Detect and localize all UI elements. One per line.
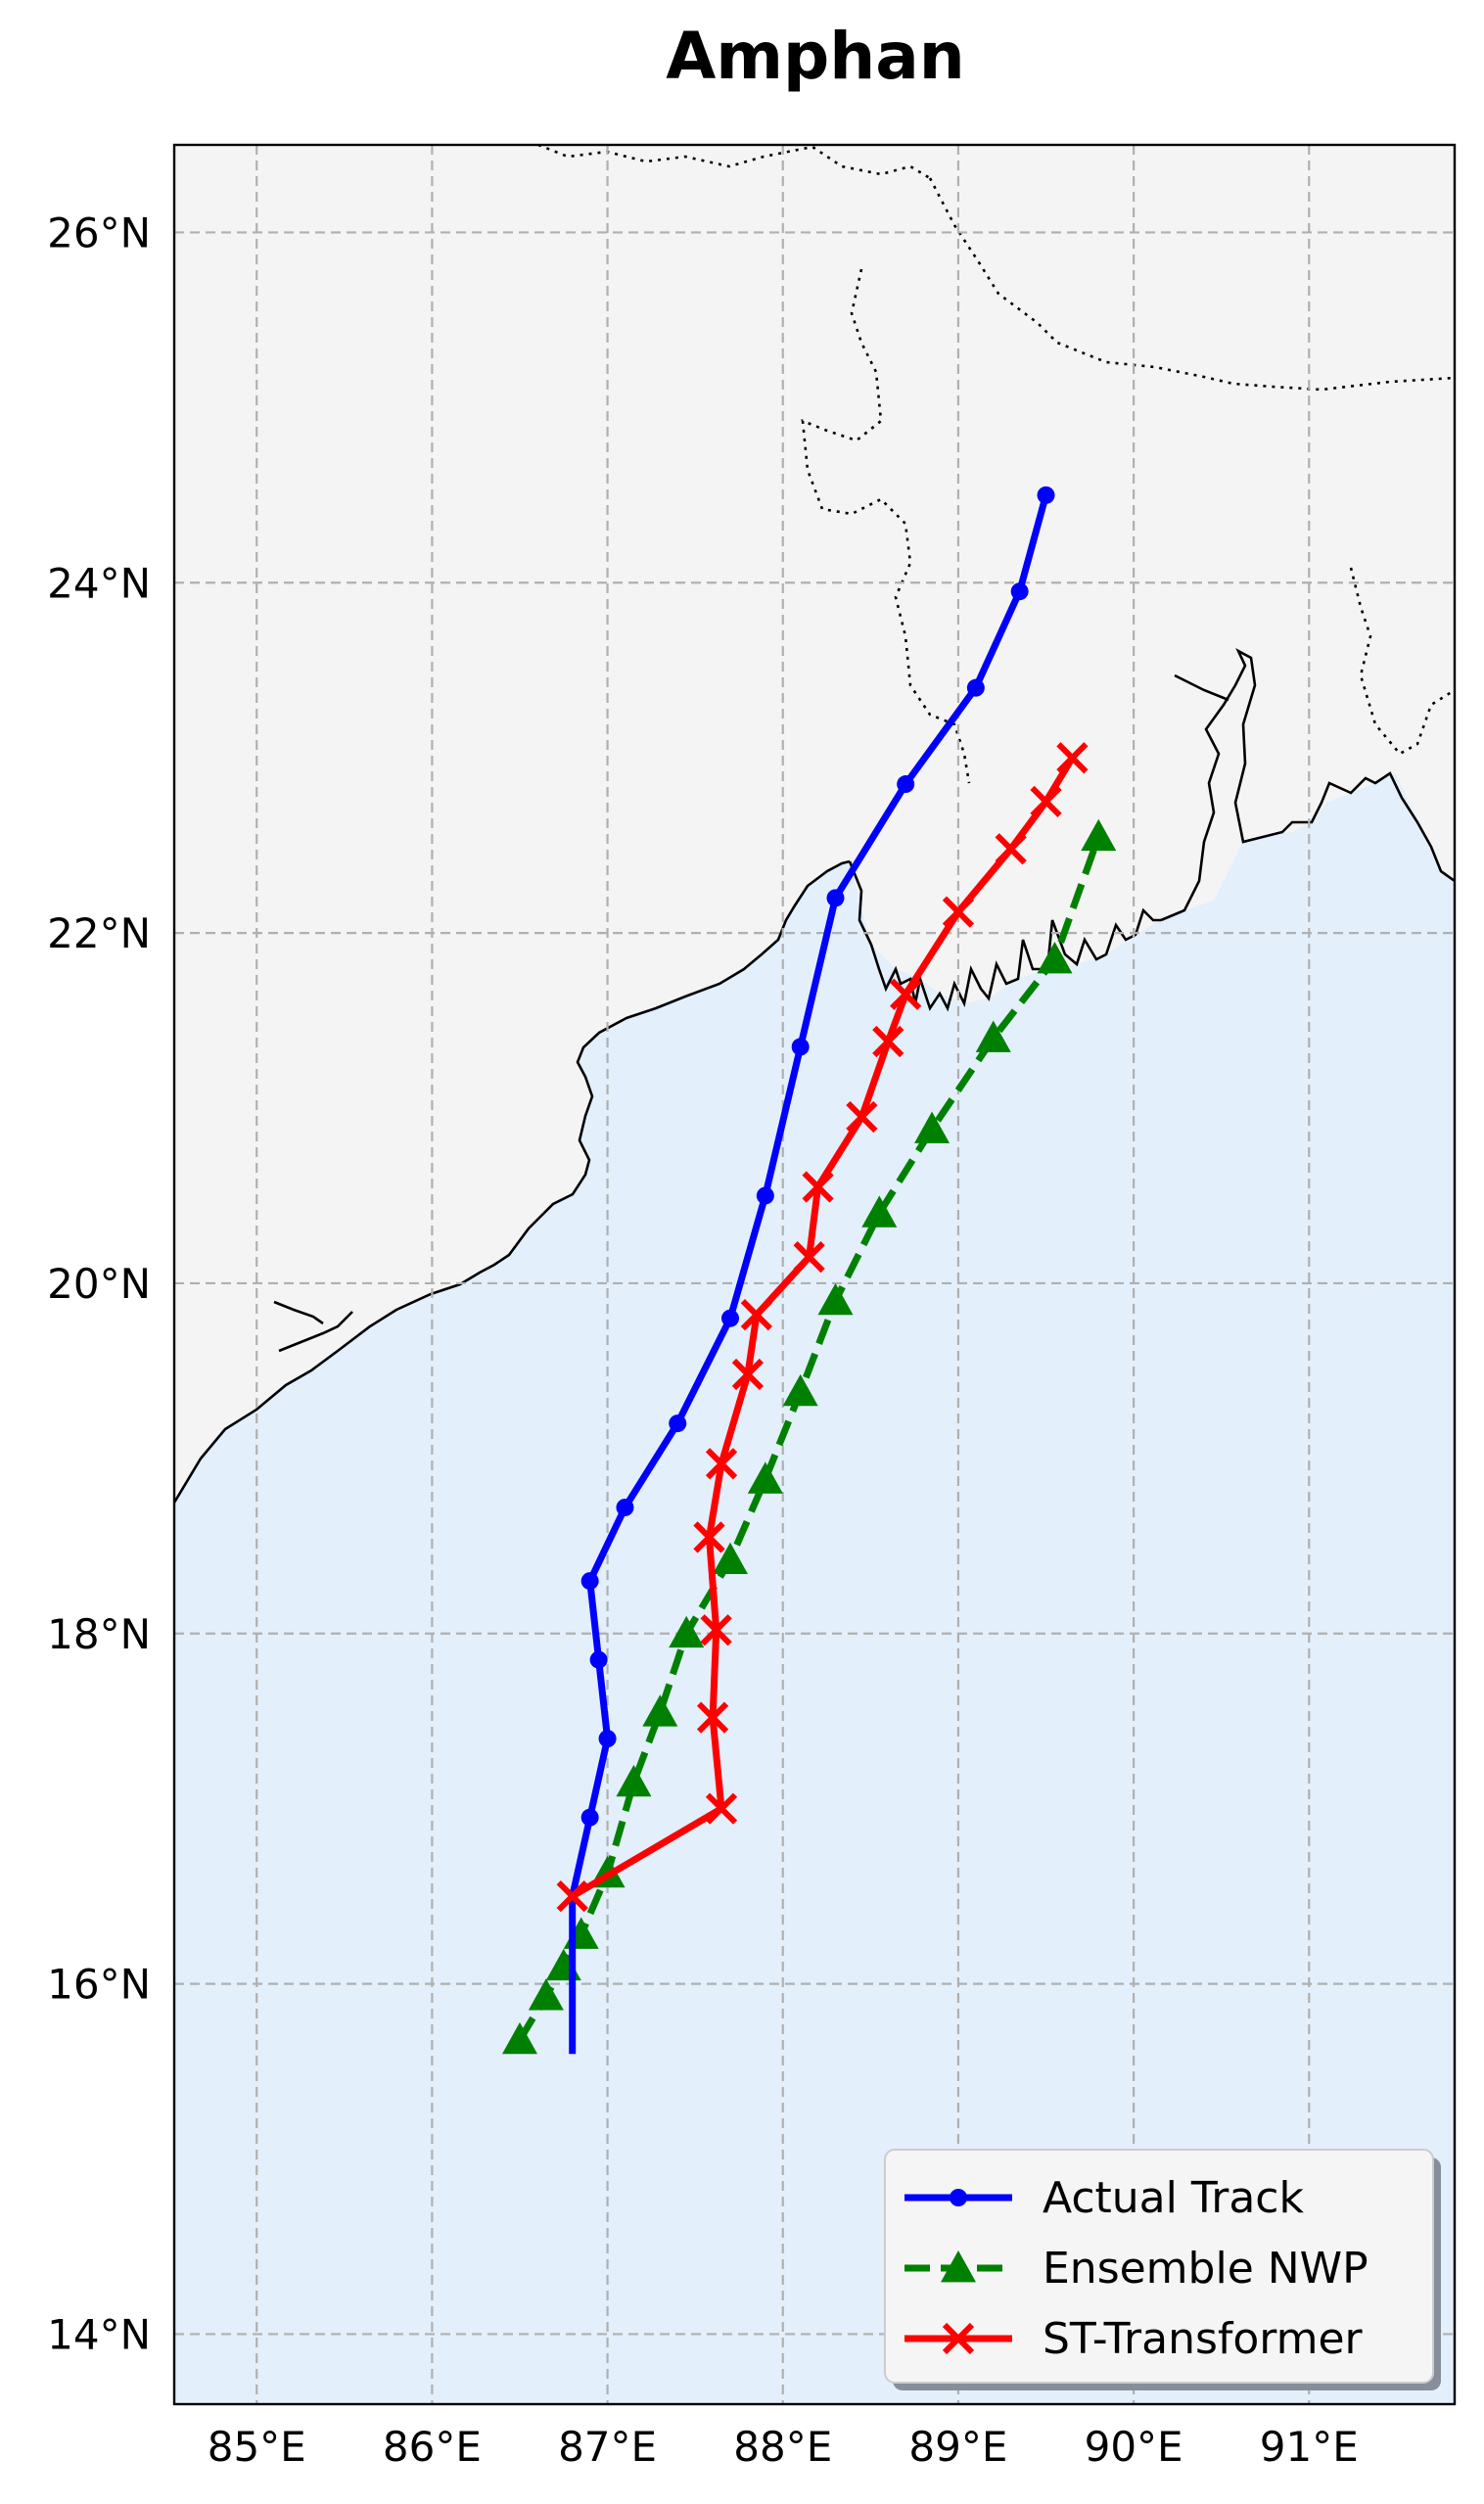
chart-title: Amphan <box>666 19 965 94</box>
coastline <box>174 647 1455 1504</box>
data-point-marker <box>528 1978 564 2011</box>
data-point-marker <box>720 1309 739 1327</box>
data-point-marker <box>669 1615 705 1648</box>
x-tick-label: 87°E <box>558 2423 657 2471</box>
y-axis-ticks: 14°N 16°N 18°N 20°N 22°N 24°N 26°N <box>47 209 151 2358</box>
legend-box <box>884 2149 1434 2384</box>
data-point-marker <box>950 2189 967 2206</box>
data-point-marker <box>740 1299 772 1331</box>
data-point-marker <box>872 1025 904 1058</box>
series-actual-track <box>569 486 1055 2055</box>
y-tick-label: 16°N <box>47 1961 151 2009</box>
legend-label: ST-Transformer <box>1043 2314 1364 2364</box>
data-point-marker <box>598 1730 617 1748</box>
data-point-marker <box>897 775 915 794</box>
data-point-marker <box>793 1240 825 1274</box>
gridlines <box>174 145 1455 2404</box>
map-panel <box>174 145 1455 2404</box>
data-point-marker <box>995 833 1027 865</box>
x-tick-label: 91°E <box>1260 2423 1359 2471</box>
data-point-marker <box>802 1171 834 1203</box>
x-axis-ticks: 85°E 86°E 87°E 88°E 89°E 90°E 91°E <box>208 2423 1359 2471</box>
data-point-marker <box>941 2250 976 2283</box>
x-tick-label: 89°E <box>908 2423 1007 2471</box>
data-point-marker <box>616 1498 634 1516</box>
legend-entry: Actual Track <box>904 2173 1304 2223</box>
legend-label: Actual Track <box>1043 2173 1304 2223</box>
x-tick-label: 90°E <box>1085 2423 1183 2471</box>
data-point-marker <box>642 1694 678 1727</box>
legend-label: Ensemble NWP <box>1043 2244 1368 2294</box>
data-point-marker <box>1030 785 1062 818</box>
data-point-marker <box>616 1764 652 1797</box>
data-point-marker <box>890 978 922 1010</box>
data-point-marker <box>782 1373 818 1407</box>
data-point-marker <box>942 2322 975 2355</box>
x-tick-label: 86°E <box>383 2423 482 2471</box>
data-point-marker <box>942 896 975 928</box>
legend-entry: Ensemble NWP <box>904 2244 1368 2294</box>
data-point-marker <box>693 1521 725 1553</box>
data-point-marker <box>817 1282 854 1316</box>
data-point-marker <box>501 2021 537 2055</box>
series-layer <box>501 486 1117 2055</box>
data-point-marker <box>826 889 845 907</box>
data-point-marker <box>731 1358 765 1391</box>
data-point-marker <box>1010 582 1029 601</box>
country-borders <box>537 145 1455 784</box>
plot-frame <box>172 143 1457 2406</box>
data-point-marker <box>1037 941 1073 974</box>
y-tick-label: 20°N <box>47 1260 151 1308</box>
data-point-marker <box>756 1186 774 1205</box>
data-point-marker <box>580 1572 599 1591</box>
y-tick-label: 14°N <box>47 2310 151 2358</box>
data-point-marker <box>705 1792 738 1825</box>
y-tick-label: 24°N <box>47 559 151 607</box>
y-tick-label: 26°N <box>47 209 151 256</box>
land-area <box>174 145 1455 1503</box>
data-point-marker <box>861 1195 898 1228</box>
data-point-marker <box>669 1414 687 1433</box>
data-point-marker <box>846 1100 878 1134</box>
y-tick-label: 18°N <box>47 1610 151 1658</box>
data-point-marker <box>1081 818 1117 852</box>
data-point-marker <box>791 1038 810 1056</box>
data-point-marker <box>556 1880 588 1913</box>
data-point-marker <box>966 678 985 697</box>
data-point-marker <box>914 1111 951 1143</box>
data-point-marker <box>696 1701 729 1734</box>
data-point-marker <box>1056 742 1089 774</box>
data-point-marker <box>747 1461 783 1494</box>
data-point-marker <box>1037 486 1055 504</box>
data-point-marker <box>580 1808 599 1827</box>
x-tick-label: 88°E <box>733 2423 832 2471</box>
series-line <box>569 493 1049 2055</box>
legend-entry: ST-Transformer <box>904 2314 1364 2364</box>
series-st-transformer <box>556 742 1089 1913</box>
legend: Actual Track Ensemble NWP ST-Transformer <box>884 2149 1441 2390</box>
data-point-marker <box>975 1020 1011 1052</box>
data-point-marker <box>712 1542 748 1575</box>
data-point-marker <box>705 1448 738 1480</box>
x-tick-label: 85°E <box>208 2423 306 2471</box>
data-point-marker <box>589 1650 608 1669</box>
y-tick-label: 22°N <box>47 909 151 957</box>
data-point-marker <box>700 1614 732 1646</box>
